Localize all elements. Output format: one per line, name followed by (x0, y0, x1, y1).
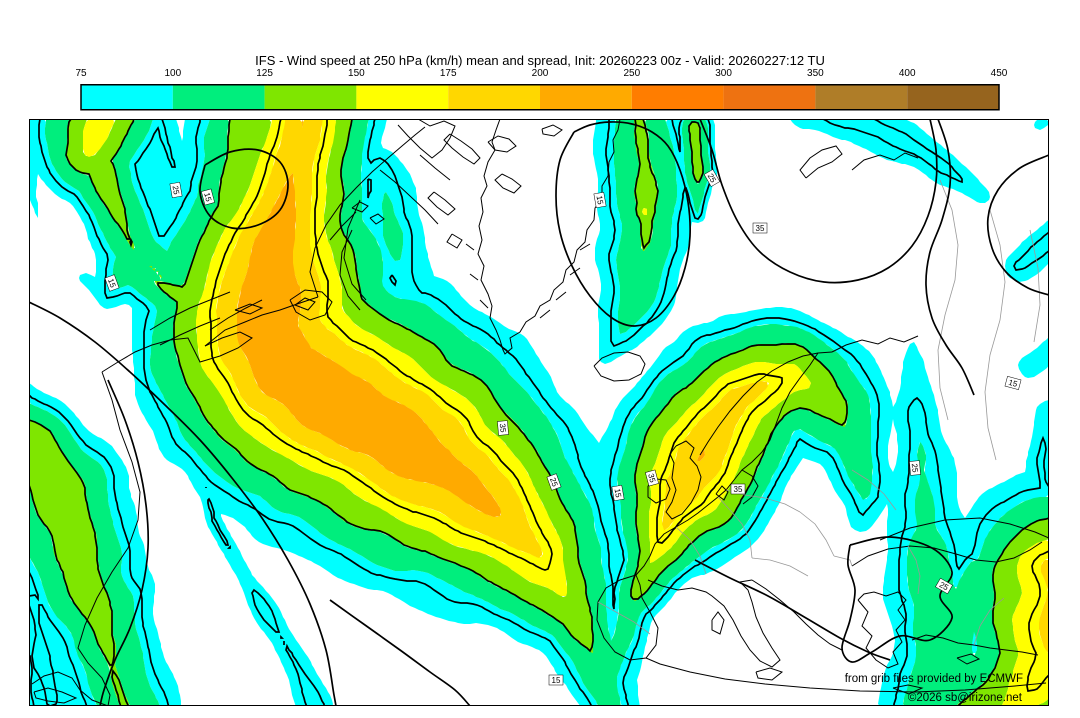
svg-text:35: 35 (498, 423, 508, 433)
svg-text:35: 35 (646, 473, 657, 484)
svg-text:15: 15 (1007, 378, 1018, 389)
svg-text:15: 15 (202, 192, 213, 203)
svg-text:25: 25 (548, 476, 560, 488)
svg-text:©2026 sb@irizone.net: ©2026 sb@irizone.net (908, 692, 1023, 704)
svg-text:35: 35 (734, 485, 743, 494)
svg-text:from grib files provided by EC: from grib files provided by ECMWF (845, 673, 1023, 685)
svg-text:25: 25 (170, 185, 181, 196)
svg-text:15: 15 (552, 676, 561, 685)
svg-text:15: 15 (612, 488, 623, 499)
svg-text:15: 15 (106, 277, 118, 289)
svg-text:15: 15 (594, 195, 605, 206)
svg-text:35: 35 (756, 224, 765, 233)
svg-text:25: 25 (910, 463, 920, 473)
